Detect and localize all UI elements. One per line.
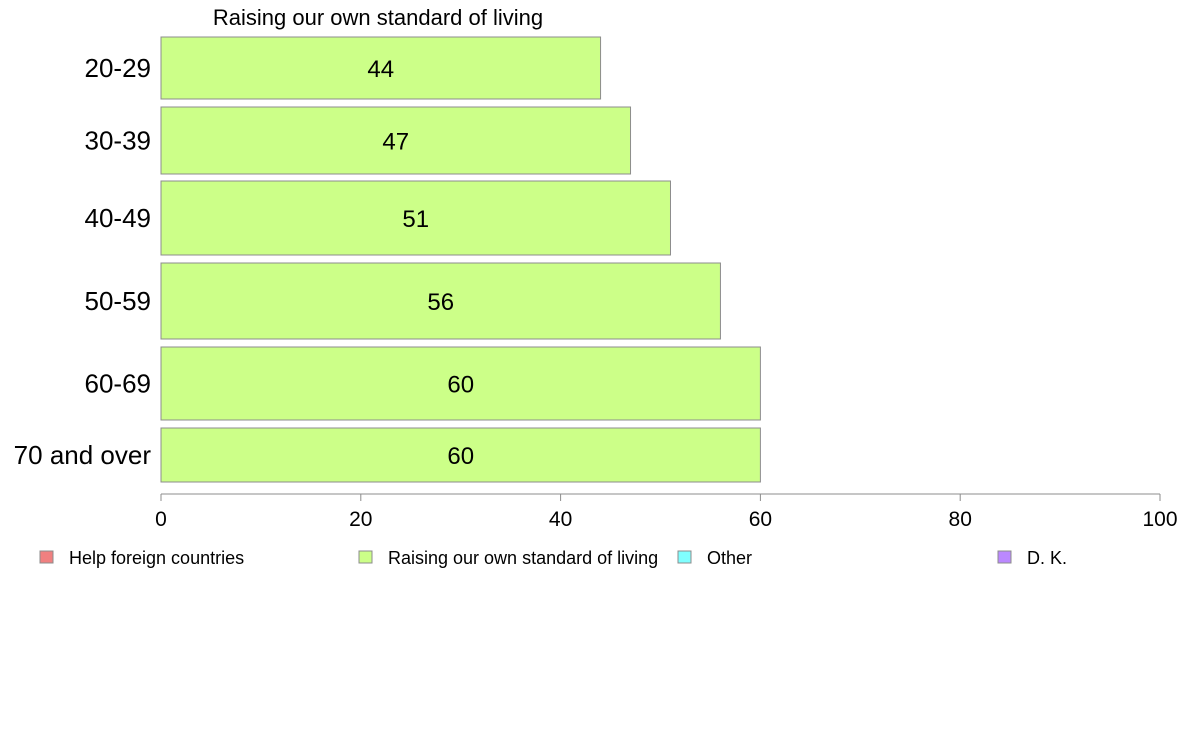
x-tick-label: 20 <box>349 508 372 531</box>
category-label: 60-69 <box>85 369 152 399</box>
x-axis: 0 20 40 60 80 100 <box>155 493 1178 531</box>
bar-50-59 <box>160 262 721 340</box>
x-tick-label: 0 <box>155 508 167 531</box>
bar-20-29 <box>160 36 602 100</box>
legend-swatch <box>358 550 373 564</box>
legend: Help foreign countries Raising our own st… <box>39 548 1067 568</box>
bar-60-69 <box>160 346 761 421</box>
legend-label: Raising our own standard of living <box>388 548 658 568</box>
category-label: 40-49 <box>85 203 152 233</box>
category-label: 30-39 <box>85 126 152 156</box>
value-label: 56 <box>427 289 454 316</box>
value-label: 60 <box>447 443 474 470</box>
value-label: 47 <box>382 129 409 156</box>
legend-label: Other <box>707 548 752 568</box>
category-label: 20-29 <box>85 53 152 83</box>
category-label: 50-59 <box>85 286 152 316</box>
legend-label: D. K. <box>1027 548 1067 568</box>
x-tick-label: 100 <box>1142 508 1177 531</box>
bars-group: 20-29 44 30-39 47 40-49 51 50-59 56 60-69 60 70 an… <box>14 36 761 483</box>
legend-label: Help foreign countries <box>69 548 244 568</box>
bar-40-49 <box>160 180 671 256</box>
bar-70-and-over <box>160 427 761 483</box>
value-label: 60 <box>447 372 474 399</box>
value-label: 51 <box>402 206 429 233</box>
legend-swatch <box>997 550 1012 564</box>
legend-swatch <box>677 550 692 564</box>
legend-swatch <box>39 550 54 564</box>
x-tick-label: 40 <box>549 508 572 531</box>
category-label: 70 and over <box>14 440 152 470</box>
x-tick-label: 60 <box>749 508 772 531</box>
bar-30-39 <box>160 106 632 175</box>
chart-title: Raising our own standard of living <box>213 5 543 30</box>
value-label: 44 <box>367 56 394 83</box>
x-tick-label: 80 <box>949 508 972 531</box>
